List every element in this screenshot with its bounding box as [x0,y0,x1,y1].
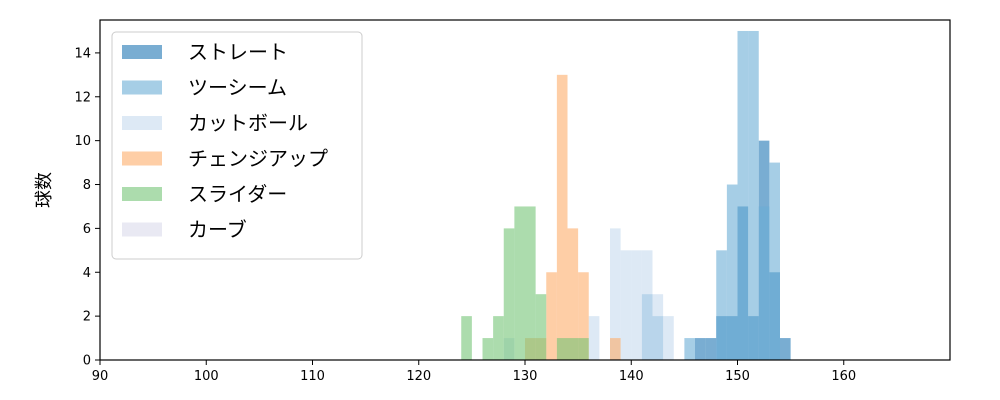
y-tick-label-4: 8 [83,178,91,193]
bar-series-4-bin-4 [514,206,525,360]
bar-series-3-bin-6 [610,338,621,360]
bar-series-2-bin-2 [610,228,621,360]
legend-label-2: カットボール [188,111,308,135]
legend-swatch-0 [122,45,162,59]
x-axis-ticks: 90 100 110 120 130 140 150 160 [92,360,856,384]
y-axis-ticks: 0 2 4 6 8 10 12 14 [74,46,100,369]
y-tick-label-3: 6 [83,222,91,237]
x-tick-label-6: 150 [725,369,750,384]
legend-label-4: スライダー [188,182,287,206]
legend-swatch-3 [122,151,162,166]
bar-series-4-bin-6 [535,294,547,360]
bar-series-1-bin-3 [716,250,727,360]
legend-label-3: チェンジアップ [188,147,328,171]
legend-swatch-1 [122,80,162,95]
bar-series-4-bin-7 [556,338,568,360]
y-tick-label-7: 14 [74,46,91,61]
bar-series-4-bin-1 [482,338,494,360]
bar-series-1-bin-2 [684,338,695,360]
bar-series-2-bin-5 [641,250,653,360]
bar-series-2-bin-4 [631,250,642,360]
bar-series-4-bin-3 [503,228,515,360]
x-tick-label-1: 100 [194,369,219,384]
bar-series-4-bin-5 [525,206,536,360]
bar-series-3-bin-2 [546,272,557,360]
bar-series-4-bin-2 [493,316,504,360]
x-tick-label-5: 140 [619,369,644,384]
legend-swatch-4 [122,187,162,201]
legend-box [111,31,363,260]
y-tick-label-1: 2 [83,310,91,325]
bar-series-4-bin-8 [567,338,579,360]
bar-series-1-bin-7 [758,206,770,360]
bar-series-2-bin-1 [588,316,600,360]
x-tick-label-4: 130 [513,369,538,384]
bar-series-1-bin-5 [737,30,749,360]
bar-series-1-bin-6 [748,30,759,360]
y-tick-label-6: 12 [74,90,91,105]
bar-series-2-bin-6 [652,294,664,360]
bar-series-3-bin-4 [567,228,579,360]
bar-series-2-bin-7 [663,316,674,360]
bar-series-0-bin-0 [695,338,706,360]
y-tick-label-2: 4 [83,266,91,281]
legend-swatch-5 [122,222,162,237]
bar-series-3-bin-3 [556,74,568,360]
bars-layer [461,30,791,360]
x-tick-label-7: 160 [831,369,856,384]
bar-series-0-bin-8 [780,338,791,360]
legend-label-1: ツーシーム [188,76,287,100]
x-tick-label-2: 110 [300,369,325,384]
y-tick-label-5: 10 [74,134,91,149]
bar-series-4-bin-0 [461,316,472,360]
legend-swatch-2 [122,116,162,130]
bar-series-2-bin-3 [620,250,632,360]
legend-label-5: カーブ [188,218,247,242]
y-tick-label-0: 0 [83,354,91,369]
bar-series-1-bin-8 [769,162,780,360]
bar-series-1-bin-4 [726,184,738,360]
x-tick-label-0: 90 [92,369,109,384]
bar-series-4-bin-9 [578,338,589,360]
y-axis-label: 球数 [34,172,55,208]
bar-series-3-bin-5 [578,272,589,360]
x-tick-label-3: 120 [406,369,431,384]
bar-series-0-bin-1 [705,338,717,360]
legend-label-0: ストレート [188,40,288,64]
